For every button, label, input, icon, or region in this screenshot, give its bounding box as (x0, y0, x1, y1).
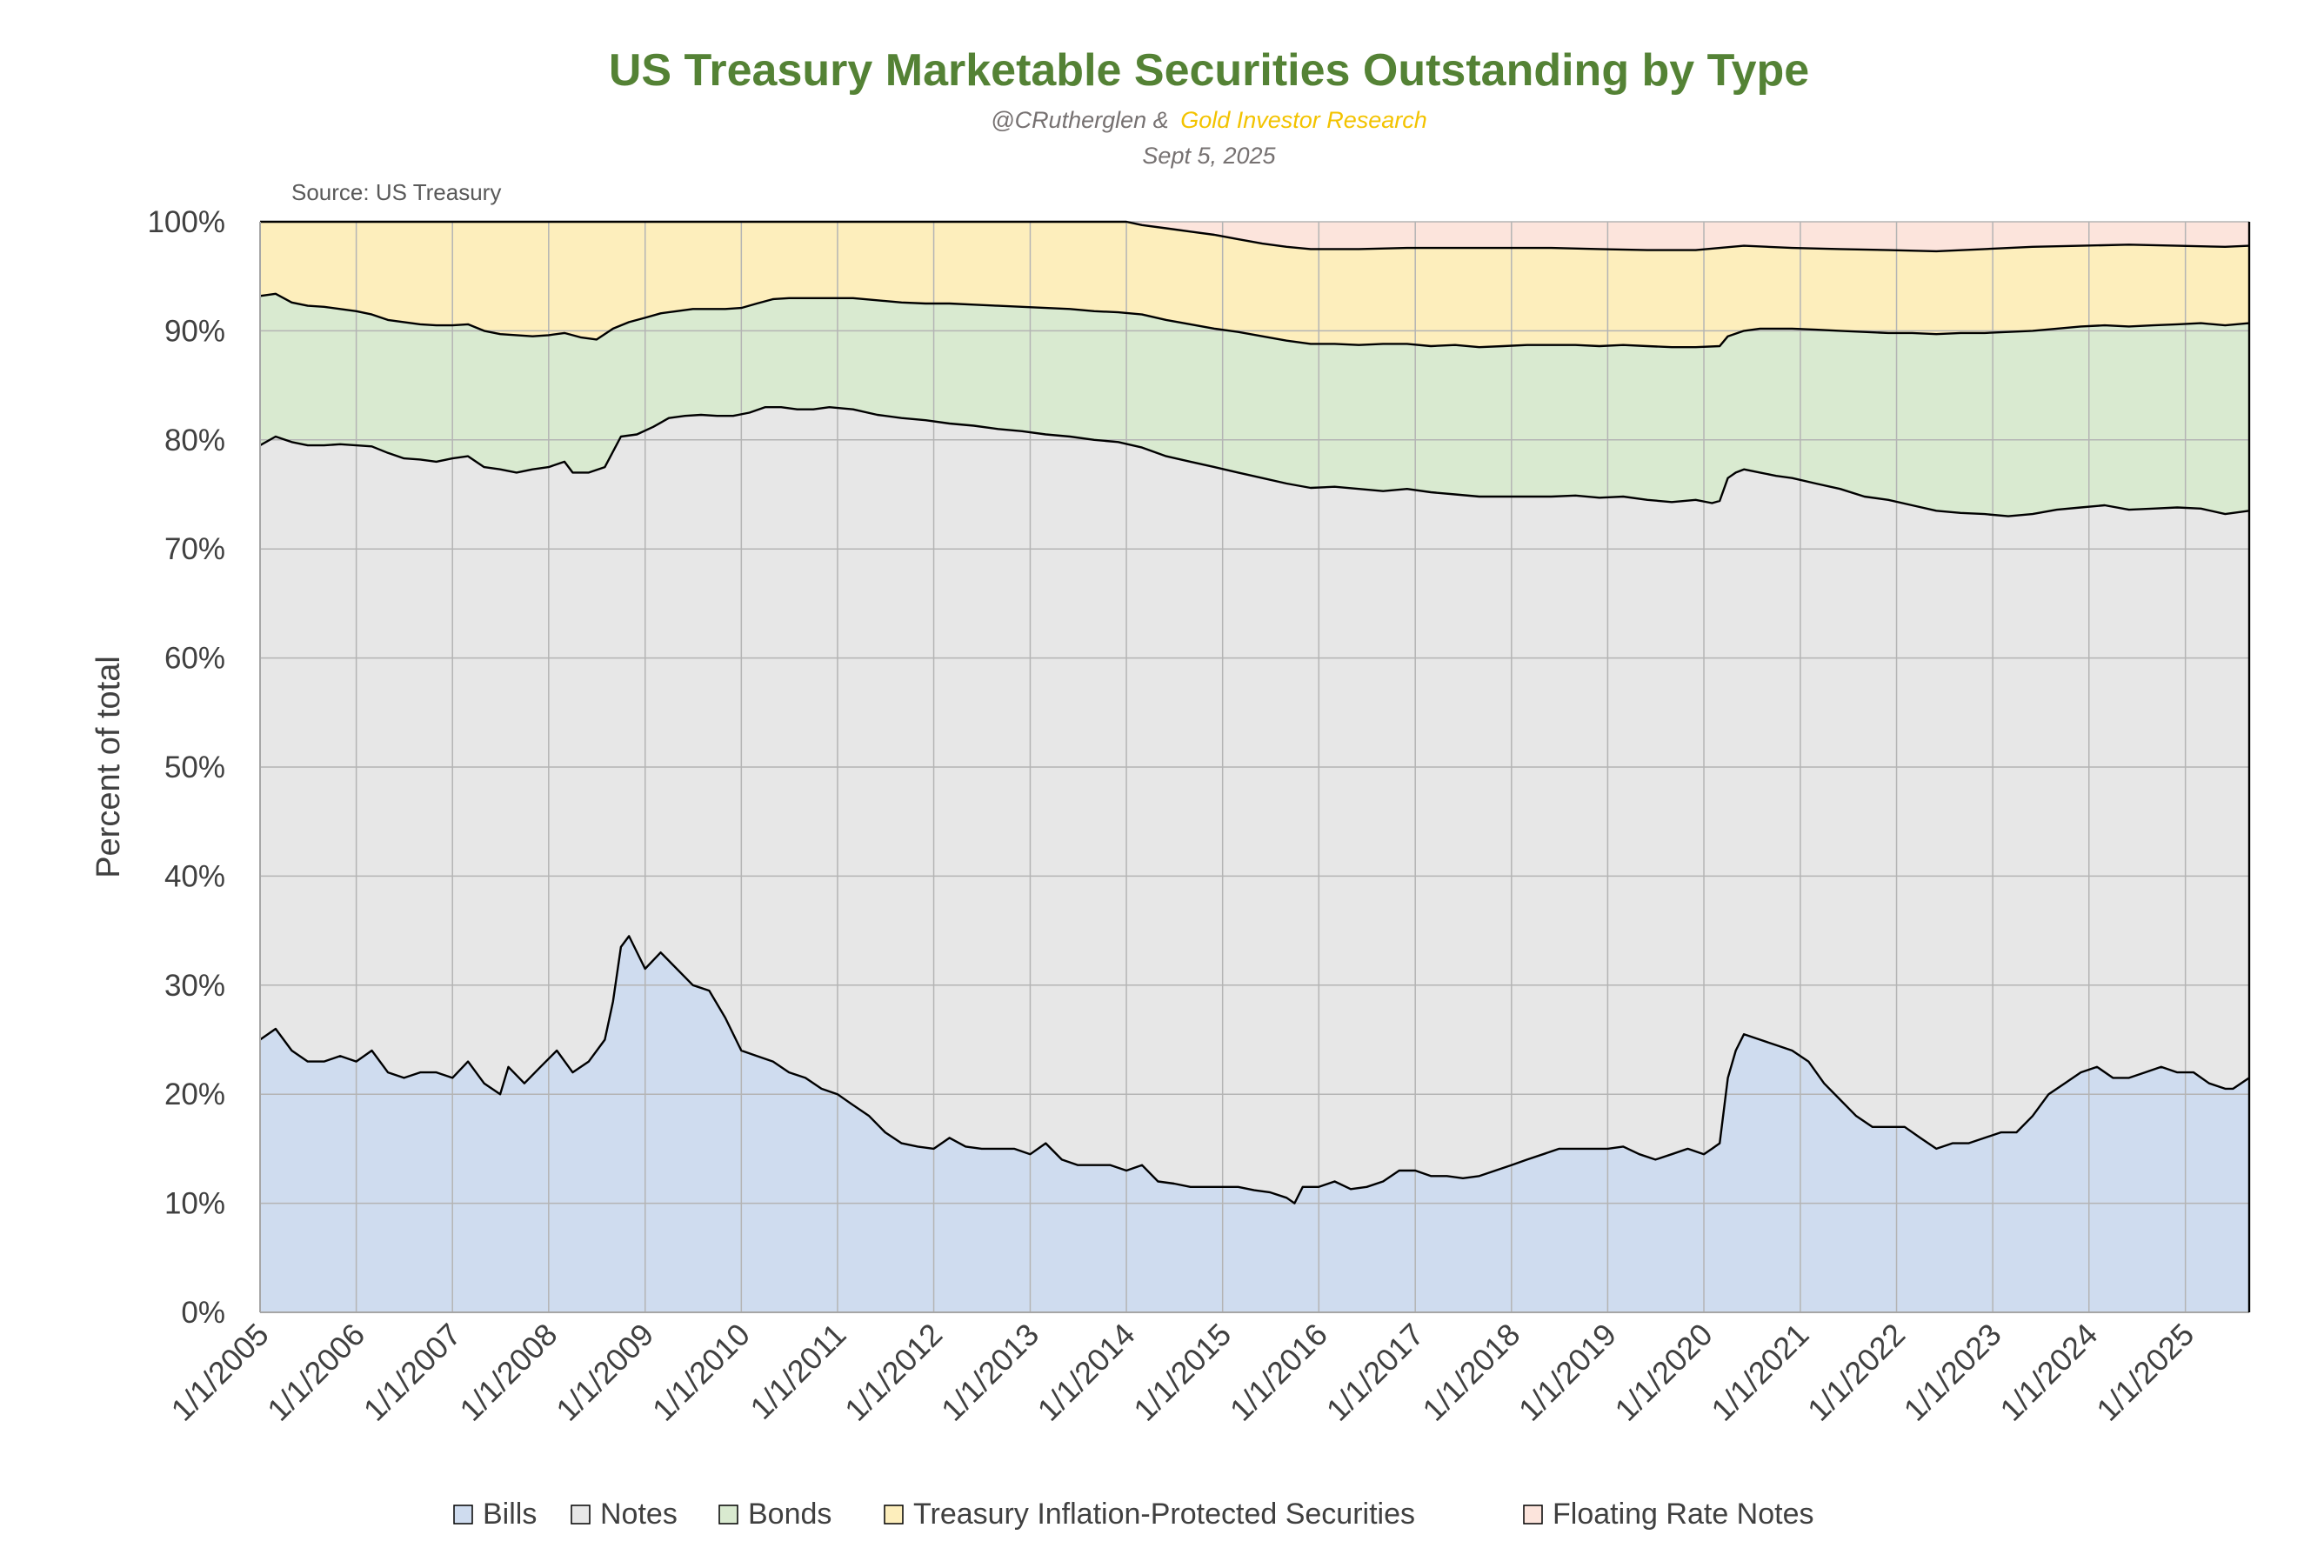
y-tick-label: 20% (164, 1078, 225, 1111)
x-tick-label: 1/1/2011 (743, 1317, 852, 1426)
y-tick-label: 0% (181, 1296, 225, 1330)
chart-date: Sept 5, 2025 (1142, 143, 1276, 169)
series-lines (259, 220, 2250, 1204)
gridlines (260, 221, 2249, 1312)
y-tick-label: 60% (164, 642, 225, 676)
legend-swatch (884, 1505, 904, 1525)
x-tick-label: 1/1/2010 (645, 1317, 757, 1428)
x-tick-label: 1/1/2006 (260, 1317, 371, 1428)
x-tick-label: 1/1/2007 (357, 1317, 468, 1428)
y-axis-label: Percent of total (90, 656, 127, 878)
area-bonds (260, 293, 2249, 517)
x-tick-label: 1/1/2025 (2089, 1317, 2200, 1428)
x-tick-label: 1/1/2022 (1800, 1317, 1912, 1428)
legend: Bills Notes Bonds Treasury Inflation-Protec… (453, 1498, 1814, 1531)
y-tick-label: 30% (164, 969, 225, 1003)
legend-item: Bills (453, 1498, 537, 1531)
legend-swatch (571, 1505, 591, 1525)
legend-swatch (453, 1505, 473, 1525)
y-tick-label: 100% (147, 205, 225, 239)
x-tick-label: 1/1/2013 (934, 1317, 1045, 1428)
y-tick-label: 70% (164, 532, 225, 566)
x-tick-label: 1/1/2021 (1704, 1317, 1815, 1428)
x-tick-label: 1/1/2016 (1223, 1317, 1334, 1428)
y-tick-label: 10% (164, 1187, 225, 1221)
x-tick-label: 1/1/2008 (452, 1317, 564, 1428)
line-notes (259, 406, 2250, 517)
legend-item: Treasury Inflation-Protected Securities (884, 1498, 1415, 1531)
chart-title: US Treasury Marketable Securities Outsta… (609, 45, 1809, 96)
area-floating-rate-notes (260, 222, 2249, 251)
y-tick-label: 40% (164, 859, 225, 893)
legend-swatch (718, 1505, 738, 1525)
subtitle-author: @CRutherglen & (991, 107, 1169, 133)
y-tick-labels: 0% 10% 20% 30% 40% 50% 60% 70% 80% 90% 100% (147, 205, 225, 1330)
axes (259, 222, 2251, 1313)
x-tick-label: 1/1/2024 (1993, 1317, 2104, 1428)
legend-label: Bonds (748, 1498, 831, 1531)
x-tick-label: 1/1/2012 (838, 1317, 949, 1428)
legend-swatch (1523, 1505, 1543, 1525)
area-bills (260, 936, 2249, 1312)
x-tick-label: 1/1/2019 (1512, 1317, 1623, 1428)
line-bills (259, 935, 2250, 1204)
y-tick-label: 50% (164, 751, 225, 784)
legend-item: Bonds (718, 1498, 831, 1531)
legend-label: Bills (483, 1498, 537, 1531)
x-tick-labels: 1/1/20051/1/20061/1/20071/1/20081/1/2009… (164, 1317, 2201, 1428)
legend-item: Notes (571, 1498, 678, 1531)
y-tick-label: 90% (164, 314, 225, 348)
legend-item: Floating Rate Notes (1523, 1498, 1814, 1531)
line-treasury-inflation-protected-securities (260, 220, 2250, 253)
area-treasury-inflation-protected-securities (260, 222, 2249, 348)
area-notes (260, 407, 2249, 1204)
x-tick-label: 1/1/2017 (1319, 1317, 1431, 1428)
legend-label: Treasury Inflation-Protected Securities (913, 1498, 1415, 1531)
chart-source: Source: US Treasury (291, 179, 501, 205)
x-tick-label: 1/1/2014 (1031, 1317, 1142, 1428)
x-tick-label: 1/1/2005 (164, 1317, 276, 1428)
line-bonds (259, 292, 2250, 349)
plot-areas (260, 222, 2249, 1312)
legend-label: Notes (600, 1498, 678, 1531)
x-tick-label: 1/1/2023 (1897, 1317, 2008, 1428)
x-tick-label: 1/1/2020 (1608, 1317, 1720, 1428)
chart-subtitle: @CRutherglen & Gold Investor Research (991, 107, 1427, 133)
x-tick-label: 1/1/2018 (1415, 1317, 1526, 1428)
x-tick-label: 1/1/2009 (549, 1317, 660, 1428)
legend-label: Floating Rate Notes (1553, 1498, 1814, 1531)
x-tick-label: 1/1/2015 (1126, 1317, 1238, 1428)
subtitle-org: Gold Investor Research (1180, 107, 1427, 133)
y-tick-label: 80% (164, 424, 225, 457)
